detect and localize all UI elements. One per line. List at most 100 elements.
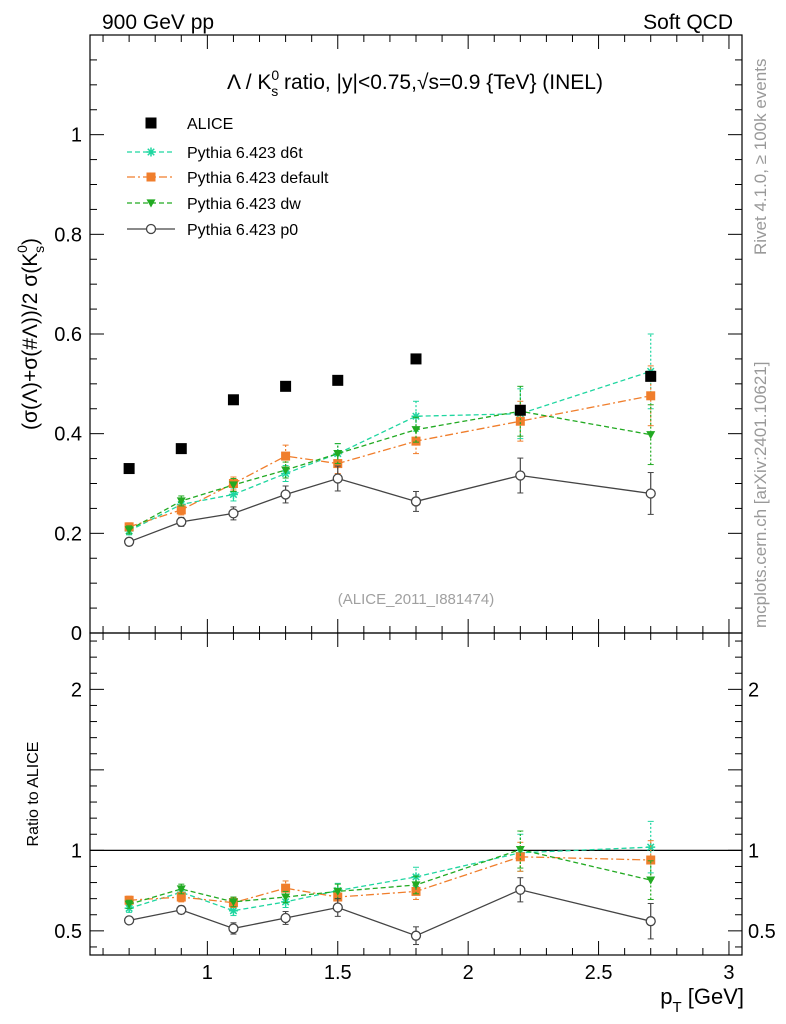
ratio-point [228,906,238,916]
y-tick-label: 0 [71,623,82,645]
ratio-point [333,887,343,896]
main-point [411,426,421,435]
header-left: 900 GeV pp [102,11,214,34]
main-point [124,526,134,535]
legend-entry: Pythia 6.423 d6t [127,145,303,162]
ratio-y-tick-label: 0.5 [54,921,82,943]
main-point [332,473,343,484]
legend-entry: Pythia 6.423 p0 [127,222,298,239]
ratio-point [411,886,421,896]
main-title: Λ / K0 s ratio, |y|<0.75,√s=0.9 {TeV} (IN… [227,67,603,99]
rivet-label: Rivet 4.1.0, ≥ 100k events [751,59,770,255]
main-series-pythia-6-423-d6t [124,333,656,536]
legend-marker [146,199,156,208]
legend-marker [145,117,157,129]
ratio-point [123,915,135,926]
ratio-y-tick-label-right: 0.5 [748,921,776,943]
main-y-axis-label: (σ(Λ)+σ(#Λ))/2 σ(Ks0) [14,238,47,430]
ratio-panel-frame [89,632,743,956]
ratio-point [646,876,656,885]
main-point [515,470,526,481]
main-point [333,450,343,459]
main-series-pythia-6-423-p0 [123,457,656,547]
ratio-point [176,885,186,894]
legend-label: Pythia 6.423 d6t [187,145,303,162]
ratio-series-pythia-6-423-p0 [123,877,656,946]
legend-label: Pythia 6.423 default [187,170,329,187]
ratio-point [228,898,238,907]
main-point [410,496,422,507]
main-point [280,489,291,500]
main-line-pythia-6-423-d6t [128,370,651,532]
ratio-point [228,923,239,934]
y-tick-label: 0.4 [54,424,82,446]
main-point [176,505,186,515]
ratio-series-pythia-6-423-dw [124,830,656,909]
ratio-line-pythia-6-423-p0 [128,889,651,937]
y-tick-label: 0.8 [54,224,82,246]
legend-label: ALICE [187,116,233,133]
ratio-point [176,892,186,902]
main-point [645,488,656,499]
ratio-y-axis-label: Ratio to ALICE [25,742,42,847]
main-point [281,466,291,475]
analysis-watermark: (ALICE_2011_I881474) [338,591,495,608]
legend-marker [146,172,156,182]
legend-label: Pythia 6.423 dw [187,196,301,213]
ratio-point [645,916,656,927]
ratio-point [332,902,343,913]
main-point [228,489,238,499]
main-point [410,353,422,365]
ratio-y-tick-label-right: 2 [748,679,759,701]
ratio-y-tick-label: 2 [71,679,82,701]
main-line-pythia-6-423-p0 [128,474,651,543]
ratio-point [411,881,421,890]
main-series-pythia-6-423-default [124,365,656,532]
main-point [123,536,135,547]
y-tick-label: 0.2 [54,523,82,545]
main-point [514,404,526,416]
x-tick-label: 3 [723,962,734,984]
ratio-point [646,855,656,865]
x-tick-label: 2.5 [585,962,613,984]
main-point [227,394,239,406]
ratio-point [515,884,526,895]
main-series-alice [123,353,657,475]
main-point [175,443,187,455]
main-point [646,431,656,440]
main-point [176,497,186,506]
main-point [646,391,656,401]
ratio-series-pythia-6-423-d6t [124,820,656,917]
main-series-pythia-6-423-dw [124,385,656,535]
legend-marker [146,147,156,157]
x-tick-label: 1 [202,962,213,984]
x-tick-label: 1.5 [324,962,352,984]
y-tick-label: 1 [71,125,82,147]
ratio-line-pythia-6-423-dw [128,848,651,905]
main-point [176,516,187,528]
main-point [411,411,421,421]
header-right: Soft QCD [643,11,733,34]
main-line-pythia-6-423-default [128,395,651,528]
legend-marker [145,223,157,235]
main-point [228,508,239,519]
main-point [123,463,135,475]
ratio-point [281,883,291,893]
legend-label: Pythia 6.423 p0 [187,222,298,239]
x-axis-label: pT [GeV] [660,984,744,1016]
legend-entry: ALICE [145,116,233,133]
ratio-point [515,845,525,855]
ratio-point [410,930,422,941]
main-point [228,481,238,490]
ratio-point [280,912,291,924]
ratio-point [281,893,291,902]
y-tick-label: 0.6 [54,324,82,346]
main-point [281,451,291,461]
main-line-pythia-6-423-dw [128,410,651,531]
main-point [332,374,344,386]
main-point [515,416,525,426]
ratio-y-tick-label-right: 1 [748,840,759,862]
ratio-point [176,904,187,916]
ratio-point [124,900,134,909]
x-tick-label: 2 [463,962,474,984]
